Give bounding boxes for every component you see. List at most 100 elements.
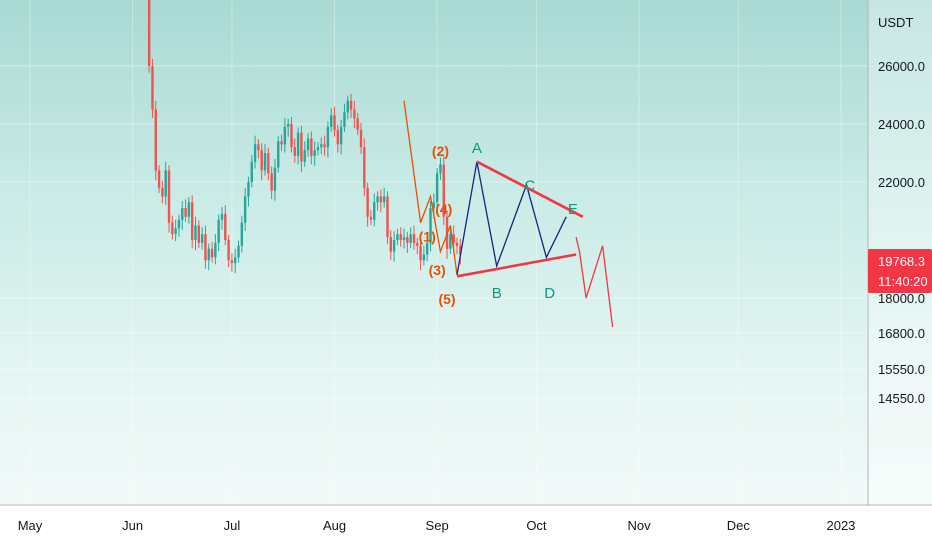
x-tick-label-3: Aug xyxy=(323,518,346,533)
candle-84 xyxy=(316,147,320,151)
candle-77 xyxy=(293,147,296,156)
candle-82 xyxy=(310,138,313,156)
candle-67 xyxy=(260,150,263,171)
triangle-upper-line xyxy=(476,160,584,218)
candles xyxy=(147,0,462,274)
wave-zigzag-line xyxy=(403,100,458,275)
x-axis-panel[interactable] xyxy=(0,505,932,550)
x-tick-label-0: May xyxy=(18,518,43,533)
grid xyxy=(0,0,868,505)
x-tick-label-5: Oct xyxy=(526,518,547,533)
candle-95 xyxy=(353,109,356,119)
candle-42 xyxy=(177,219,181,229)
candle-35 xyxy=(154,109,157,171)
candle-57 xyxy=(227,240,230,261)
y-tick-label-0: 26000.0 xyxy=(878,59,925,74)
candle-127 xyxy=(459,245,462,255)
candle-33 xyxy=(147,0,151,66)
candle-64 xyxy=(250,161,253,182)
candle-68 xyxy=(263,153,267,171)
y-tick-label-6: 14550.0 xyxy=(878,391,925,406)
candle-53 xyxy=(214,242,217,258)
candle-63 xyxy=(247,182,250,197)
drawings[interactable] xyxy=(403,100,614,328)
candle-38 xyxy=(164,170,167,197)
candle-54 xyxy=(217,219,220,243)
wave-label-1: (2) xyxy=(432,143,449,159)
candle-39 xyxy=(167,170,171,223)
candle-49 xyxy=(200,234,204,243)
pattern-label-3: D xyxy=(544,285,555,302)
candle-107 xyxy=(392,240,396,252)
candle-90 xyxy=(336,129,340,145)
price-badge: 19768.3 11:40:20 xyxy=(868,249,932,293)
price-badge-price: 19768.3 xyxy=(878,254,925,269)
candle-118 xyxy=(429,208,432,243)
candle-78 xyxy=(296,132,300,156)
candle-62 xyxy=(243,196,247,223)
candle-111 xyxy=(406,237,409,243)
pattern-label-2: C xyxy=(524,178,535,195)
y-tick-label-2: 22000.0 xyxy=(878,175,925,190)
x-tick-labels: May Jun Jul Aug Sep Oct Nov Dec 2023 xyxy=(18,518,856,533)
wave-label-3: (4) xyxy=(435,201,452,217)
candle-44 xyxy=(184,208,187,217)
candle-60 xyxy=(237,245,240,258)
candle-121 xyxy=(439,164,442,174)
candle-109 xyxy=(399,234,402,240)
candle-47 xyxy=(194,225,197,240)
candle-110 xyxy=(402,237,406,240)
candle-99 xyxy=(366,187,369,217)
candle-100 xyxy=(369,216,373,220)
pattern-label-0: A xyxy=(472,140,482,157)
candle-89 xyxy=(333,115,336,130)
candle-66 xyxy=(257,144,260,151)
candle-55 xyxy=(220,213,224,220)
candle-85 xyxy=(320,144,323,148)
candle-96 xyxy=(356,118,359,130)
candle-43 xyxy=(181,208,184,220)
candle-98 xyxy=(363,147,366,188)
triangle-lower-line xyxy=(456,253,577,278)
candle-52 xyxy=(210,248,214,258)
wave-label-0: (1) xyxy=(419,228,436,244)
candle-61 xyxy=(240,222,244,246)
candle-116 xyxy=(422,254,426,261)
candle-50 xyxy=(204,234,207,261)
y-tick-labels: 26000.0 24000.0 22000.0 18000.0 16800.0 15550… xyxy=(878,59,925,406)
candle-88 xyxy=(330,115,333,127)
currency-label: USDT xyxy=(878,15,913,30)
candle-45 xyxy=(187,202,191,217)
candle-113 xyxy=(412,234,416,243)
candle-36 xyxy=(157,170,161,188)
candle-108 xyxy=(396,234,399,240)
candle-104 xyxy=(382,196,386,203)
candle-97 xyxy=(359,129,363,148)
candle-125 xyxy=(452,234,455,243)
candle-51 xyxy=(207,248,210,261)
candle-75 xyxy=(286,124,290,127)
pattern-label-1: B xyxy=(492,285,502,302)
x-tick-label-8: 2023 xyxy=(826,518,855,533)
candle-87 xyxy=(326,126,330,148)
abcde-path-line xyxy=(456,161,567,275)
candle-117 xyxy=(426,242,429,255)
candle-41 xyxy=(174,228,177,235)
x-tick-label-7: Dec xyxy=(727,518,751,533)
candle-48 xyxy=(197,225,201,243)
candle-65 xyxy=(253,144,257,162)
candle-74 xyxy=(283,126,287,145)
candle-80 xyxy=(303,150,306,162)
y-tick-label-1: 24000.0 xyxy=(878,117,925,132)
candle-91 xyxy=(339,126,343,145)
x-tick-label-2: Jul xyxy=(224,518,241,533)
candle-93 xyxy=(346,100,349,113)
candle-105 xyxy=(386,196,389,238)
candle-59 xyxy=(234,257,237,264)
candle-40 xyxy=(171,222,174,235)
candle-124 xyxy=(449,234,452,249)
candle-126 xyxy=(455,242,459,246)
candle-119 xyxy=(432,202,436,209)
